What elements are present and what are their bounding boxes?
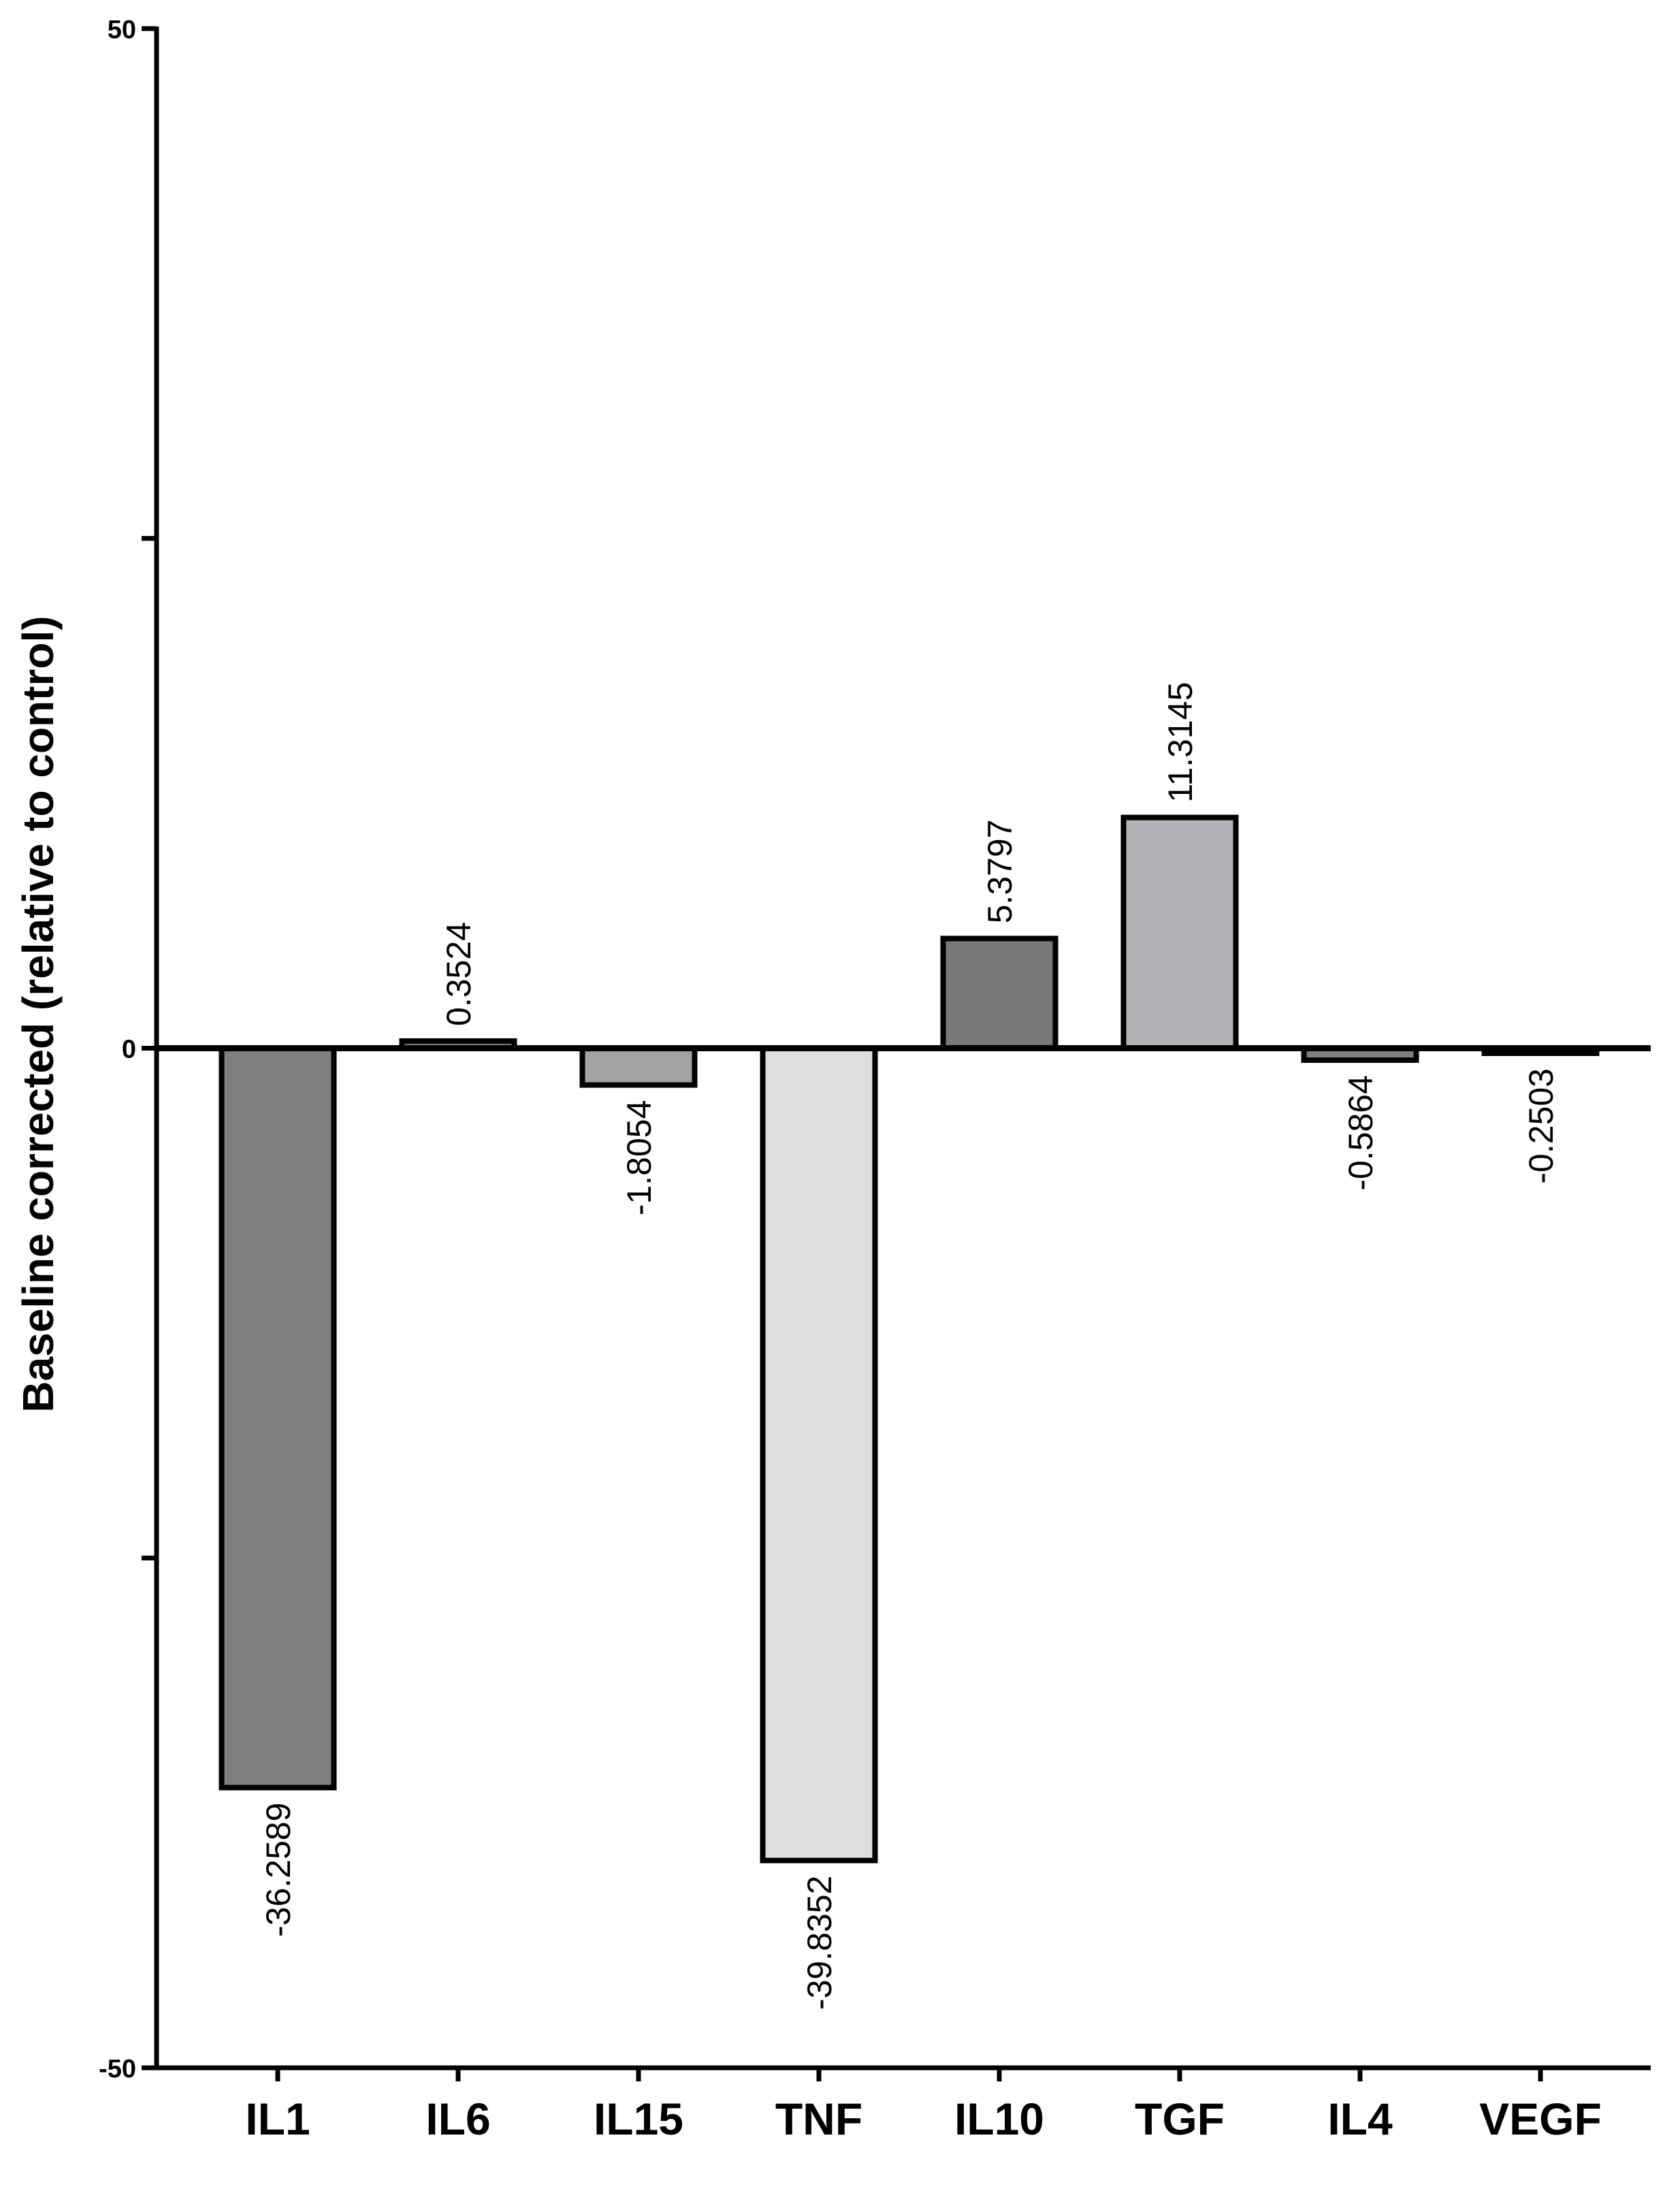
value-label-il10: 5.3797 (981, 819, 1019, 923)
y-tick-label: 0 (122, 1036, 136, 1064)
labels-layer: IL1 -36.2589 IL6 0.3524 IL15 -1.8054 TNF -39.83… (245, 682, 1602, 2144)
axes-layer (154, 27, 1651, 2071)
bar-il10 (940, 936, 1059, 1051)
x-tick-label-il6: IL6 (425, 2094, 490, 2144)
value-label-il6: 0.3524 (440, 922, 478, 1026)
y-axis-title: Baseline corrected (relative to control) (14, 616, 63, 1412)
x-tick-label-il10: IL10 (954, 2094, 1044, 2144)
bar-tnf (760, 1045, 878, 1864)
bar-tgf (1120, 814, 1239, 1051)
x-tick-label-il4: IL4 (1327, 2094, 1393, 2144)
ticks-layer: -50 0 50 (99, 16, 1543, 2083)
value-label-il4: -0.5864 (1342, 1075, 1380, 1191)
x-tick-label-vegf: VEGF (1479, 2094, 1602, 2144)
y-tick-label: 50 (108, 16, 136, 44)
x-tick-label-tnf: TNF (775, 2094, 862, 2144)
y-tick-label: -50 (99, 2055, 136, 2083)
bar-il15 (579, 1045, 698, 1088)
value-label-tgf: 11.3145 (1161, 682, 1199, 803)
value-label-vegf: -0.2503 (1522, 1068, 1560, 1184)
x-tick-label-il1: IL1 (245, 2094, 310, 2144)
bars-layer (219, 814, 1600, 1864)
x-tick-label-tgf: TGF (1135, 2094, 1225, 2144)
value-label-tnf: -39.8352 (801, 1876, 839, 2010)
x-tick-label-il15: IL15 (594, 2094, 683, 2144)
bar-il1 (219, 1045, 337, 1791)
value-label-il1: -36.2589 (259, 1802, 297, 1936)
value-label-il15: -1.8054 (620, 1100, 658, 1216)
